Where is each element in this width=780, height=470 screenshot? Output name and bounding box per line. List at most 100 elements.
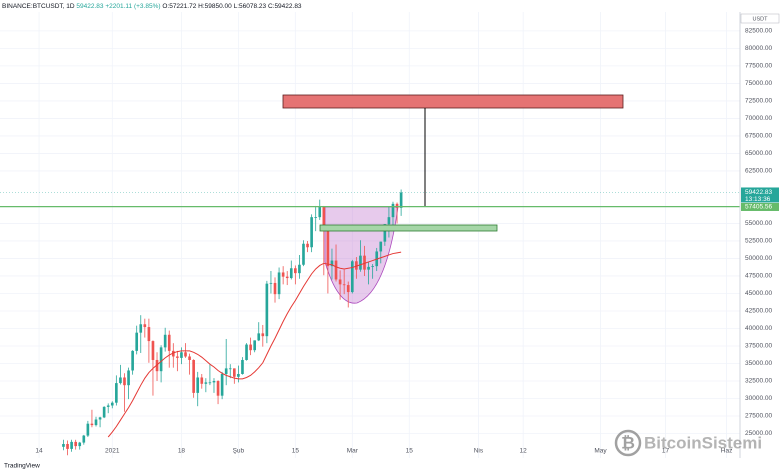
candle-body xyxy=(208,382,212,384)
candle-body xyxy=(147,327,151,342)
candle-body xyxy=(245,344,248,360)
y-tick-label: 67500.00 xyxy=(745,133,772,140)
target-zone xyxy=(282,94,624,109)
candle-body xyxy=(167,334,171,351)
candle-body xyxy=(163,334,167,348)
y-tick-label: 72500.00 xyxy=(745,98,772,105)
candle-body xyxy=(379,241,383,252)
open: O:57221.72 xyxy=(162,3,196,10)
candle-body xyxy=(200,377,204,384)
candle-body xyxy=(338,279,342,285)
high: H:59850.00 xyxy=(198,3,232,10)
candle-body xyxy=(78,442,82,447)
y-tick-label: 47500.00 xyxy=(745,273,772,280)
candle-body xyxy=(249,344,252,351)
candle-body xyxy=(391,203,395,218)
candle-body xyxy=(70,441,73,449)
candle-body xyxy=(241,359,244,374)
candle-body xyxy=(62,443,65,447)
last-price-box xyxy=(741,187,779,203)
candle-body xyxy=(322,206,326,230)
candle-body xyxy=(98,417,102,420)
moving-average xyxy=(107,251,402,438)
axes: 25000.00 27500.00 30000.00 32500.00 35000.00… xyxy=(35,28,779,455)
candle-body xyxy=(102,406,106,418)
candle-body xyxy=(119,377,122,384)
y-tick-label: 35000.00 xyxy=(745,360,772,367)
low: L:56078.23 xyxy=(234,3,267,10)
candle-body xyxy=(90,423,94,426)
candle-body xyxy=(184,352,187,357)
x-tick-label: Nis xyxy=(474,448,484,455)
candle-body xyxy=(188,356,191,360)
countdown-label: 13:13:36 xyxy=(745,196,771,203)
plot-area xyxy=(0,94,740,456)
candle-body xyxy=(265,283,269,337)
candle-body xyxy=(66,443,69,449)
candle-body xyxy=(310,217,313,248)
x-tick-label: Mar xyxy=(347,448,359,455)
candle-body xyxy=(127,370,130,386)
candle-body xyxy=(115,383,118,403)
candle-body xyxy=(180,352,183,358)
candle-body xyxy=(399,192,403,208)
candle-body xyxy=(135,332,139,351)
y-tick-label: 40000.00 xyxy=(745,325,772,332)
candle-body xyxy=(371,266,374,267)
candle-body xyxy=(318,206,322,218)
y-tick-label: 45000.00 xyxy=(745,290,772,297)
y-tick-label: 55000.00 xyxy=(745,220,772,227)
x-tick-label: 15 xyxy=(292,448,300,455)
candle-body xyxy=(261,333,265,337)
x-tick-label: 12 xyxy=(520,448,528,455)
candle-body xyxy=(298,264,301,274)
candle-body xyxy=(342,284,346,286)
candle-body xyxy=(326,229,330,267)
candle-body xyxy=(139,324,143,333)
y-tick-label: 70000.00 xyxy=(745,115,772,122)
candle-body xyxy=(383,224,387,242)
watermark: ₿ BitcoinSistemi xyxy=(614,429,762,457)
candle-body xyxy=(269,282,273,284)
candle-body xyxy=(387,217,391,225)
currency-box[interactable] xyxy=(740,13,780,24)
y-tick-label: 52500.00 xyxy=(745,238,772,245)
candle-body xyxy=(74,441,77,447)
y-tick-label: 25000.00 xyxy=(745,430,772,437)
y-tick-label: 42500.00 xyxy=(745,308,772,315)
candle-body xyxy=(253,340,256,351)
candle-body xyxy=(212,380,216,383)
candle-body xyxy=(94,419,98,426)
watermark-logo: ₿ xyxy=(621,433,635,452)
candle-body xyxy=(359,255,362,270)
x-tick-label: May xyxy=(594,448,607,455)
y-tick-label: 27500.00 xyxy=(745,413,772,420)
candle-body xyxy=(106,405,110,407)
platform-logo[interactable]: TradingView xyxy=(4,463,40,470)
candle-body xyxy=(82,435,86,443)
candle-body xyxy=(350,261,354,293)
candle-body xyxy=(294,268,297,274)
candle-body xyxy=(367,266,370,270)
candle-body xyxy=(159,347,163,372)
candle-body xyxy=(204,382,208,384)
x-tick-label: Haz xyxy=(721,448,733,455)
currency: USDT xyxy=(753,16,769,22)
candle-body xyxy=(355,261,358,270)
symbol: BINANCE:BTCUSDT, 1D xyxy=(2,3,75,10)
candle-body xyxy=(257,333,261,341)
y-tick-label: 50000.00 xyxy=(745,255,772,262)
level-price-box xyxy=(741,202,779,211)
x-tick-label: 2021 xyxy=(105,448,120,455)
candle-body xyxy=(302,243,305,265)
price: 59422.83 xyxy=(76,3,103,10)
candle-body xyxy=(192,359,195,393)
support-zone xyxy=(319,224,498,232)
candle-body xyxy=(224,368,228,374)
candle-body xyxy=(273,282,277,295)
candle-body xyxy=(155,359,159,372)
watermark-text: BitcoinSistemi xyxy=(644,433,762,452)
candle-body xyxy=(334,260,338,280)
